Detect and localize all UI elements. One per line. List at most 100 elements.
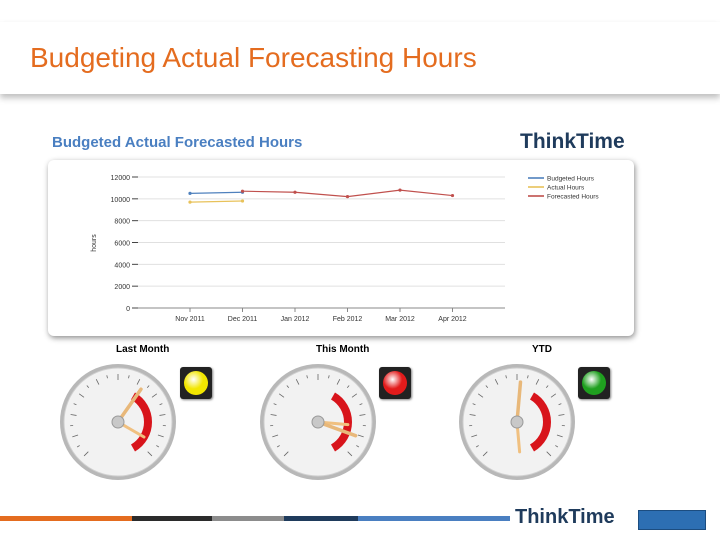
gauge-tick (151, 393, 158, 398)
gauge-tick (283, 451, 289, 457)
gauge-hub (311, 415, 325, 429)
gauge-tick (545, 385, 549, 389)
series-line (189, 200, 243, 203)
gauge-tick (527, 375, 529, 379)
y-axis-label: hours (91, 234, 98, 252)
gauge-label-this-month: This Month (316, 344, 370, 355)
data-point (240, 199, 245, 203)
chart-title: Budgeted Actual Forecasted Hours (52, 134, 303, 151)
data-point (188, 200, 192, 204)
gauge-tick (159, 403, 163, 406)
red-light-icon (383, 371, 407, 395)
x-tick-label: Nov 2011 (175, 316, 205, 323)
gauge-tick (555, 445, 559, 448)
gauge-tick (347, 451, 353, 457)
gauge-tick (156, 445, 160, 448)
gauge-tick (477, 393, 484, 398)
gauge-tick (472, 403, 476, 406)
gauge-label-ytd: YTD (532, 344, 552, 355)
legend-label: Actual Hours (547, 185, 585, 192)
gauge-tick (286, 385, 290, 389)
gauge-label-last-month: Last Month (116, 344, 170, 355)
gauge-tick (106, 375, 108, 379)
y-tick-label: 2000 (114, 284, 130, 291)
x-tick-label: Mar 2012 (385, 316, 415, 323)
gauge-tick (469, 414, 476, 416)
gauge-tick (159, 414, 166, 416)
chart-card (48, 160, 634, 336)
footer-stripe (0, 516, 132, 521)
gauge-tick (157, 434, 164, 438)
yellow-light-icon (184, 371, 208, 395)
thinktime-logo: ThinkTime (520, 130, 625, 153)
gauge-tick (336, 379, 341, 385)
gauge-tick (128, 375, 130, 379)
data-point (293, 190, 297, 194)
gauge-tick (359, 414, 366, 416)
gauge-tick (556, 434, 563, 438)
gauge-tick (475, 445, 479, 448)
gauge-tick (346, 385, 350, 389)
gauge-tick (485, 385, 489, 389)
gauge-red-zone (130, 392, 152, 452)
data-point (240, 189, 245, 193)
y-tick-label: 12000 (111, 175, 131, 182)
x-tick-label: Dec 2011 (228, 316, 258, 323)
gauge-tick (86, 385, 90, 389)
series-line (189, 191, 243, 194)
data-point (188, 191, 192, 195)
footer-stripe (284, 516, 358, 521)
y-tick-label: 10000 (111, 197, 131, 204)
gauge-tick (147, 451, 153, 457)
legend-label: Forecasted Hours (547, 194, 599, 201)
gauge-tick (558, 414, 565, 416)
gauge-tick (72, 434, 79, 438)
gauge-needle (515, 380, 523, 424)
y-tick-label: 4000 (114, 262, 130, 269)
gauge-tick (482, 451, 488, 457)
gauge-tick (73, 403, 77, 406)
data-point (398, 188, 402, 192)
footer-stripe (358, 516, 510, 521)
gauge-tick (359, 403, 363, 406)
gauge-needle (316, 420, 358, 438)
gauge-tick (546, 451, 552, 457)
footer-stripe (132, 516, 212, 521)
status-light-last-month (180, 367, 212, 399)
gauge-tick (272, 434, 279, 438)
gauge-tick (306, 375, 308, 379)
gauge-needle (116, 387, 143, 424)
gauge-tick (273, 403, 277, 406)
green-light-icon (582, 371, 606, 395)
gauge-tick (295, 379, 300, 385)
gauge-tick (328, 375, 330, 379)
thinktime-footer-logo: ThinkTime (515, 506, 615, 528)
slide-title: Budgeting Actual Forecasting Hours (30, 42, 477, 73)
footer-badge-icon (638, 510, 706, 530)
gauge-tick (146, 385, 150, 389)
title-bar: Budgeting Actual Forecasting Hours (0, 22, 720, 94)
gauge-tick (535, 379, 540, 385)
gauge-tick (83, 451, 89, 457)
y-tick-label: 0 (126, 306, 130, 313)
y-tick-label: 6000 (114, 241, 130, 248)
gauge-tick (76, 445, 80, 448)
gauge-tick (70, 414, 77, 416)
gauge-tick (276, 445, 280, 448)
status-light-this-month (379, 367, 411, 399)
y-tick-label: 8000 (114, 219, 130, 226)
footer-stripe (212, 516, 284, 521)
gauge-tick (494, 379, 499, 385)
gauge-tick (357, 434, 364, 438)
gauge-hub (510, 415, 524, 429)
gauge-tick (471, 434, 478, 438)
gauge-tick (78, 393, 85, 398)
gauge-tick (356, 445, 360, 448)
gauge-tick (351, 393, 358, 398)
gauge-red-zone (330, 392, 352, 452)
legend-label: Budgeted Hours (547, 176, 595, 183)
gauge-red-zone (529, 392, 551, 452)
x-tick-label: Apr 2012 (438, 316, 467, 323)
x-tick-label: Jan 2012 (281, 316, 310, 323)
